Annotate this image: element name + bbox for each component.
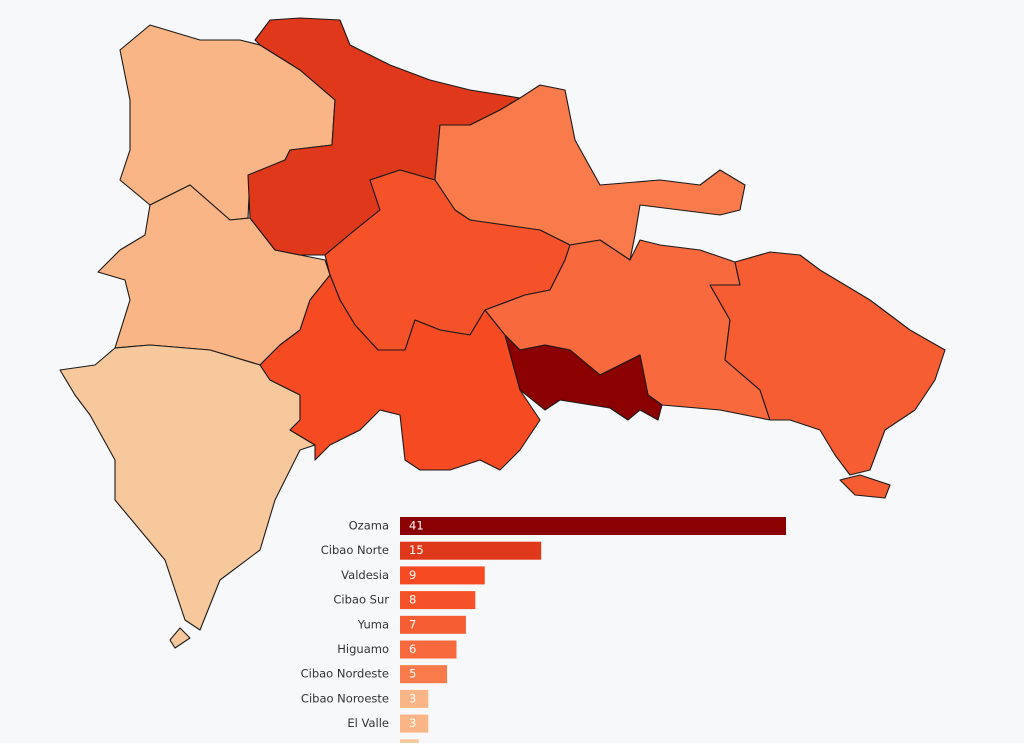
bar — [400, 689, 429, 708]
value-label: 6 — [409, 642, 416, 656]
bar — [400, 566, 485, 585]
bar-label: Cibao Sur — [333, 593, 389, 607]
value-label: 41 — [409, 519, 424, 533]
value-label: 15 — [409, 543, 424, 557]
bar-label: Cibao Norte — [321, 543, 389, 557]
bar — [400, 640, 457, 659]
bar — [400, 517, 786, 535]
bar — [400, 615, 466, 634]
region — [504, 334, 663, 421]
value-label: 2 — [409, 741, 416, 743]
bar-label: Ozama — [349, 519, 389, 533]
bar — [400, 541, 542, 560]
bar-label: Valdesia — [341, 568, 389, 582]
bar — [400, 665, 448, 684]
bar-label: Yuma — [357, 617, 389, 631]
bar-label: El Valle — [347, 716, 389, 730]
bar — [400, 714, 429, 733]
value-label: 8 — [409, 593, 416, 607]
bar-chart: Ozama 41 Cibao Norte 15 Valdesia 9 Cibao Sur 8 Y… — [301, 517, 786, 743]
region — [59, 344, 316, 649]
value-label: 7 — [409, 617, 416, 631]
value-label: 3 — [409, 691, 416, 705]
value-label: 3 — [409, 716, 416, 730]
bar-label: Enriquillo — [335, 741, 389, 743]
bar-label: Higuamo — [337, 642, 389, 656]
value-label: 9 — [409, 568, 416, 582]
region — [259, 274, 541, 471]
region — [709, 251, 946, 499]
bar — [400, 591, 476, 610]
bar-label: Cibao Nordeste — [301, 667, 389, 681]
map — [59, 17, 946, 649]
bar — [400, 739, 419, 743]
value-label: 5 — [409, 667, 416, 681]
bar-label: Cibao Noroeste — [301, 691, 389, 705]
